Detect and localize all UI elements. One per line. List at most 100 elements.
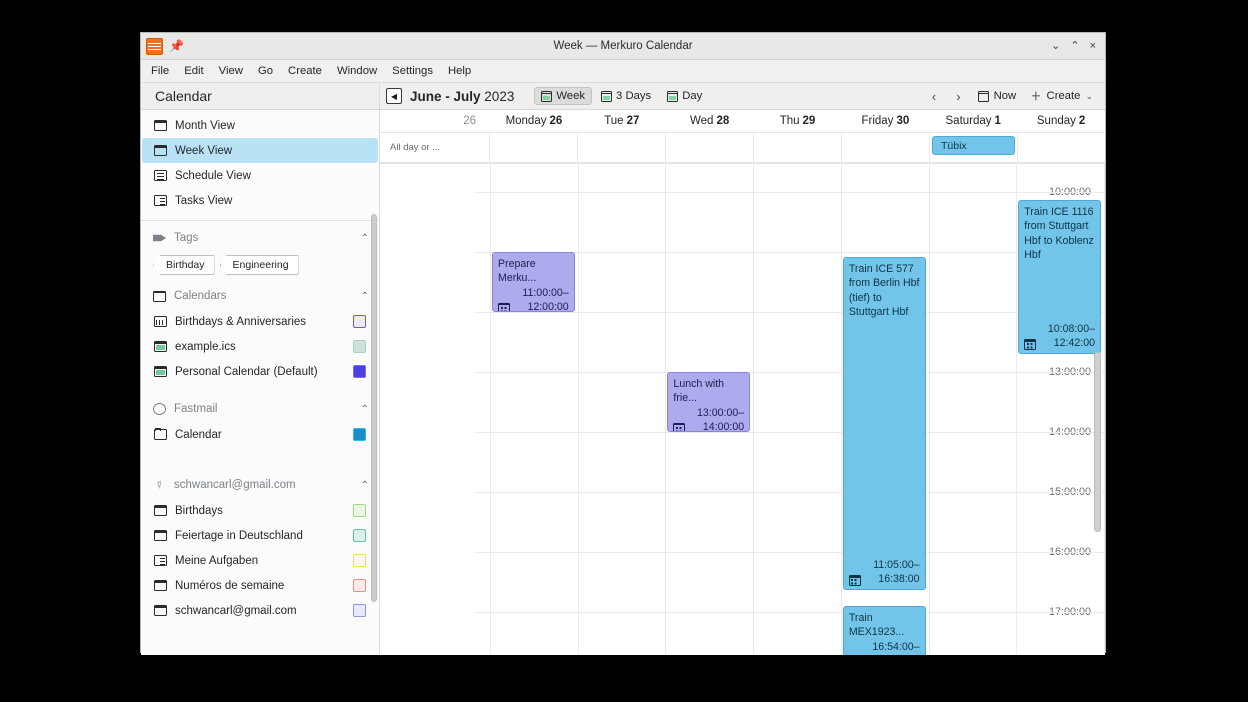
day-header-saturday[interactable]: Saturday 1 [929, 110, 1017, 132]
calendar-color-swatch[interactable] [353, 504, 366, 517]
calendar-color-swatch[interactable] [353, 365, 366, 378]
day-header-monday[interactable]: Monday 26 [490, 110, 578, 132]
sidebar-item-month-view[interactable]: Month View [142, 113, 378, 138]
all-day-cell[interactable] [666, 133, 754, 162]
tab-3-days[interactable]: 3 Days [594, 87, 658, 105]
sidebar-item-num-ros-de-semaine[interactable]: Numéros de semaine [142, 573, 378, 598]
menu-edit[interactable]: Edit [184, 65, 204, 77]
all-day-cell[interactable] [490, 133, 578, 162]
close-icon[interactable]: × [1089, 39, 1096, 52]
calendar-toolbar: ◀ June - July 2023 Week 3 Days Day ‹ › Now… [380, 83, 1105, 109]
sidebar-item-feiertage-in-deutschland[interactable]: Feiertage in Deutschland [142, 523, 378, 548]
sidebar-item-birthdays[interactable]: Birthdays [142, 498, 378, 523]
sidebar-item-schedule-view[interactable]: Schedule View [142, 163, 378, 188]
day-name: Tue [604, 115, 624, 127]
calendar-color-swatch[interactable] [353, 529, 366, 542]
calendar-icon [154, 605, 167, 616]
time-grid-scroll[interactable]: 10:00:0011:00:0012:00:0013:00:0014:00:00… [380, 163, 1105, 655]
calendar-color-swatch[interactable] [353, 428, 366, 441]
menu-file[interactable]: File [151, 65, 170, 77]
tag-pill[interactable]: Engineering [219, 255, 299, 275]
chevron-up-icon[interactable]: ⌃ [360, 232, 369, 244]
month-range: June - July [410, 88, 481, 104]
calendar-event[interactable]: Prepare Merku... 11:00:00– 12:00:00 [492, 252, 575, 312]
sidebar-scrollbar[interactable] [371, 214, 377, 602]
calendar-color-swatch[interactable] [353, 604, 366, 617]
menu-create[interactable]: Create [288, 65, 322, 77]
next-period-button[interactable]: › [956, 88, 961, 104]
sidebar-item-label: Birthdays & Anniversaries [175, 315, 307, 328]
pin-icon[interactable]: 📌 [169, 39, 184, 53]
all-day-cell[interactable] [578, 133, 666, 162]
all-day-cell[interactable] [842, 133, 930, 162]
calendar-icon [498, 302, 510, 311]
sidebar-item-example-ics[interactable]: example.ics [142, 334, 378, 359]
sidebar-group-tags[interactable]: Tags ⌃ [141, 225, 379, 251]
day-number: 28 [716, 115, 730, 127]
day-gridline [753, 163, 755, 655]
all-day-cell[interactable] [754, 133, 842, 162]
day-name: Monday [505, 115, 547, 127]
maximize-icon[interactable]: ⌃ [1070, 39, 1080, 52]
day-gridline [840, 163, 842, 655]
sidebar-item-week-view[interactable]: Week View [142, 138, 378, 163]
chevron-up-icon[interactable]: ⌃ [360, 403, 369, 415]
sidebar-item-meine-aufgaben[interactable]: Meine Aufgaben [142, 548, 378, 573]
day-header-row: 26 Monday 26 Tue 27 Wed 28 Thu 29 Friday 30 Saturda… [380, 110, 1105, 133]
calendar-color-swatch[interactable] [353, 554, 366, 567]
create-button[interactable]: ＋ Create ⌄ [1030, 88, 1093, 104]
day-header-friday[interactable]: Friday 30 [841, 110, 929, 132]
calendar-event[interactable]: Train ICE 1116 from Stuttgart Hbf to Kob… [1018, 200, 1101, 354]
menu-help[interactable]: Help [447, 65, 472, 77]
sidebar-item-tasks-view[interactable]: Tasks View [142, 188, 378, 213]
day-header-sunday[interactable]: Sunday 2 [1017, 110, 1105, 132]
divider [141, 220, 379, 221]
event-start-time: 13:00:00– [696, 406, 745, 419]
event-end-time: 12:42:00 [1053, 337, 1095, 349]
sidebar-item-birthdays-anniversaries[interactable]: Birthdays & Anniversaries [142, 309, 378, 334]
now-button[interactable]: Now [977, 90, 1016, 102]
sidebar-item-personal-calendar-default[interactable]: Personal Calendar (Default) [142, 359, 378, 384]
event-footer: 13:00:00– 14:00:00 [673, 406, 745, 431]
minimize-icon[interactable]: ⌄ [1051, 39, 1061, 52]
prev-period-button[interactable]: ‹ [931, 88, 937, 104]
calendar-event[interactable]: Train MEX1923...16:54:00–17:53:00 [842, 606, 926, 655]
calendar-icon [154, 530, 167, 541]
sidebar-group-calendars[interactable]: Calendars ⌃ [141, 283, 379, 309]
chevron-down-icon[interactable]: ⌄ [1085, 90, 1093, 101]
all-day-cell[interactable]: Tübix [930, 133, 1018, 162]
collapse-sidebar-icon[interactable]: ◀ [386, 88, 402, 104]
sidebar-group-fastmail[interactable]: Fastmail ⌃ [141, 396, 379, 422]
chevron-up-icon[interactable]: ⌃ [360, 290, 369, 302]
window-title: Week — Merkuro Calendar [553, 40, 693, 52]
day-header-thu[interactable]: Thu 29 [754, 110, 842, 132]
calendar-event[interactable]: Lunch with frie... 13:00:00– 14:00:00 [667, 372, 751, 432]
menu-settings[interactable]: Settings [392, 65, 433, 77]
chevron-up-icon[interactable]: ⌃ [360, 479, 369, 491]
tab-week[interactable]: Week [534, 87, 593, 105]
day-header-wed[interactable]: Wed 28 [666, 110, 754, 132]
menu-view[interactable]: View [218, 65, 243, 77]
sidebar-item-calendar[interactable]: Calendar [142, 422, 378, 447]
all-day-cell[interactable] [1018, 133, 1105, 162]
sidebar-group-schwancarl-gmail-com[interactable]: ☿ schwancarl@gmail.com ⌃ [141, 472, 379, 498]
day-gridline [577, 163, 579, 655]
tab-label: Week [556, 90, 586, 102]
sidebar-item-schwancarl-gmail-com[interactable]: schwancarl@gmail.com [142, 598, 378, 623]
calendar-scrollbar[interactable] [1094, 352, 1101, 532]
create-label: Create [1046, 90, 1081, 102]
day-name: Friday [861, 115, 894, 127]
all-day-event[interactable]: Tübix [932, 136, 1015, 155]
calendar-icon [977, 90, 989, 102]
event-title: Lunch with frie... [673, 378, 725, 405]
calendar-color-swatch[interactable] [353, 340, 366, 353]
calendar-color-swatch[interactable] [353, 579, 366, 592]
tab-day[interactable]: Day [660, 87, 709, 105]
day-header-tue[interactable]: Tue 27 [578, 110, 666, 132]
calendar-color-swatch[interactable] [353, 315, 366, 328]
calendar-icon [601, 90, 613, 102]
calendar-event[interactable]: Train ICE 577 from Berlin Hbf (tief) to … [842, 257, 926, 590]
tag-pill[interactable]: Birthday [153, 255, 215, 275]
menu-window[interactable]: Window [336, 65, 378, 77]
menu-go[interactable]: Go [257, 65, 274, 77]
